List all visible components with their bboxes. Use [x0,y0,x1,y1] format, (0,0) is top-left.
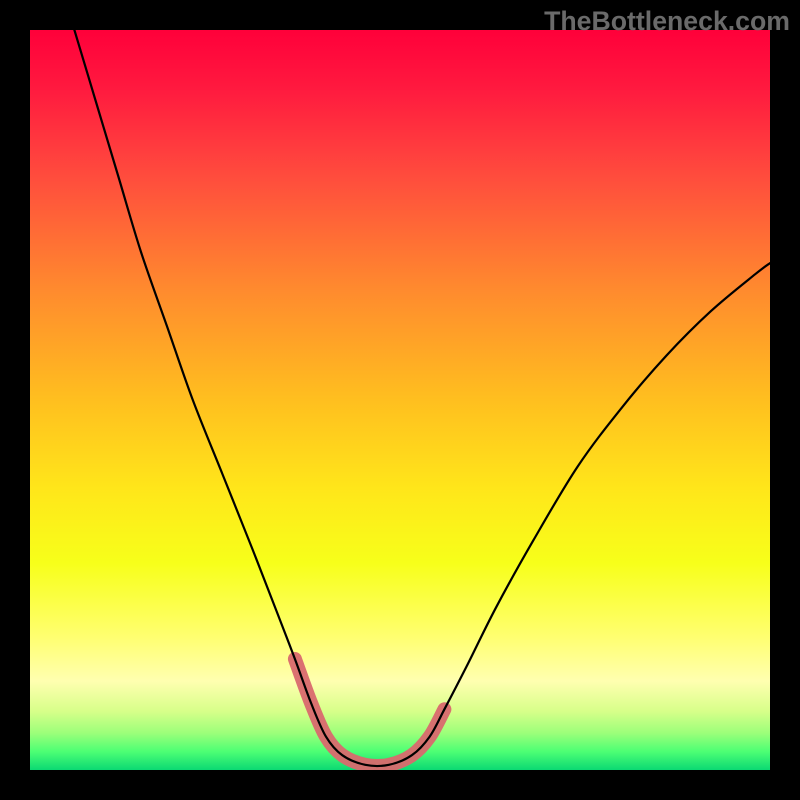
bottleneck-curve-overlay [30,30,770,770]
bottleneck-curve [74,30,770,766]
bottleneck-highlight [295,659,444,766]
chart-plot-area [30,30,770,770]
watermark-text: TheBottleneck.com [544,6,790,37]
